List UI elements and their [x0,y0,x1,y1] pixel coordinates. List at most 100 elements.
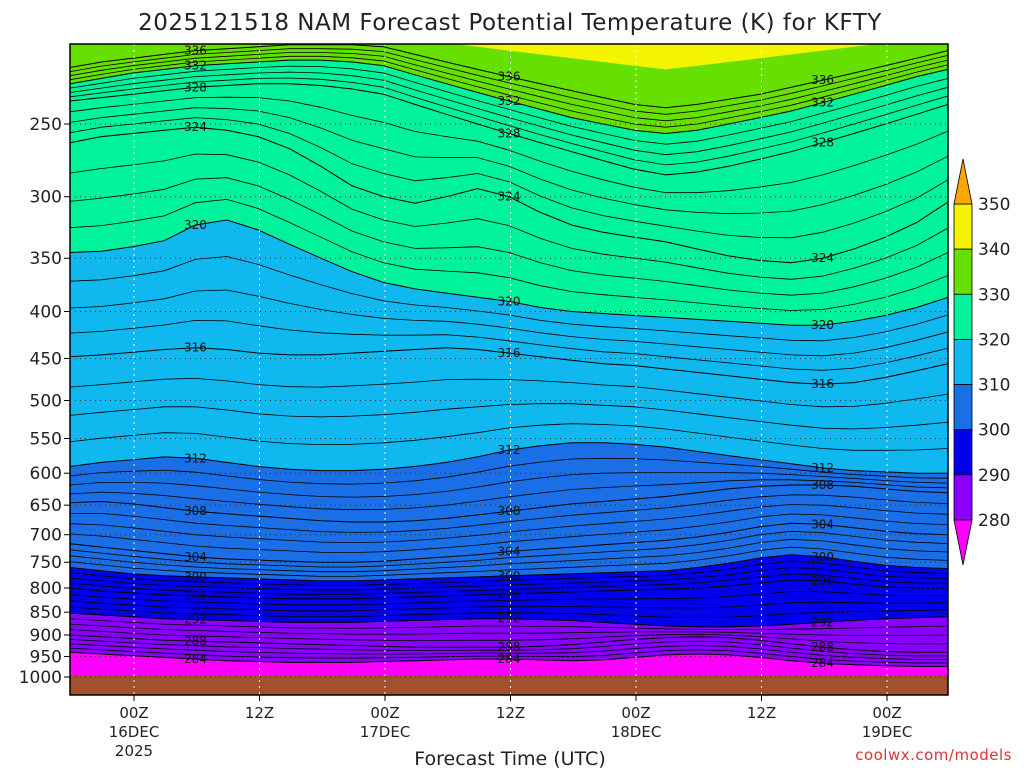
contour-298 [70,567,948,591]
contour-318 [70,289,948,357]
x-tick-hour-2: 00Z [370,704,399,722]
contour-label-328: 328 [811,136,834,150]
colorbar-label-320: 320 [978,330,1010,350]
contour-319 [70,256,948,342]
contour-303 [70,530,948,568]
contour-label-312: 312 [811,461,834,475]
x-tick-day-0: 16DEC [109,723,160,741]
x-tick-hour-5: 12Z [747,704,776,722]
contour-325 [70,117,948,239]
contour-300 [70,554,948,582]
contour-332 [70,59,948,135]
contour-320 [70,219,948,326]
contour-label-308: 308 [498,504,521,518]
contour-297 [70,573,948,595]
contour-315 [70,377,948,408]
contour-label-316: 316 [811,377,834,391]
x-tick-hour-6: 00Z [872,704,901,722]
colorbar-band-310 [953,339,973,385]
contour-321 [70,198,948,311]
colorbar-label-310: 310 [978,376,1010,396]
contour-285 [70,647,948,664]
y-tick-label-450: 450 [30,349,62,369]
x-tick-hour-0: 00Z [119,704,148,722]
colorbar-band-300 [953,384,973,431]
contour-316 [70,347,948,385]
contour-296 [70,579,948,600]
contour-label-304: 304 [184,550,207,564]
contour-label-320: 320 [184,218,207,232]
contour-331 [70,65,948,145]
contour-292 [70,612,948,628]
contour-label-292: 292 [811,615,834,629]
contour-311 [70,457,948,485]
contour-label-284: 284 [498,652,521,666]
x-tick-hour-4: 00Z [621,704,650,722]
contour-310 [70,472,948,498]
y-tick-label-550: 550 [30,430,62,450]
contour-313 [70,423,948,451]
y-tick-label-350: 350 [30,249,62,269]
contour-309 [70,479,948,511]
contour-label-296: 296 [811,574,834,588]
y-tick-label-850: 850 [30,603,62,623]
y-tick-label-600: 600 [30,464,62,484]
contour-312 [70,442,948,474]
contour-289 [70,629,948,645]
colorbar-band-340 [953,203,973,250]
colorbar-band-290 [953,429,973,476]
contour-label-308: 308 [184,504,207,518]
contour-333 [70,55,948,128]
contour-label-336: 336 [811,73,834,87]
y-tick-label-500: 500 [30,392,62,412]
pressure-axis: 250 300 350 400 450 500 550 600 650 700 750 800 850 9… [19,115,70,688]
y-tick-label-1000: 1000 [19,668,62,688]
colorbar-label-330: 330 [978,285,1010,305]
contour-label-332: 332 [498,94,521,108]
contour-308 [70,484,948,523]
contour-label-288: 288 [811,640,834,654]
contour-327 [70,96,948,194]
contour-328 [70,83,948,176]
y-tick-label-300: 300 [30,188,62,208]
contour-label-328: 328 [498,126,521,140]
contour-label-288: 288 [498,640,521,654]
contour-291 [70,618,948,630]
x-tick-day-4: 18DEC [611,723,662,741]
colorbar-label-350: 350 [978,195,1010,215]
chart-title: 2025121518 NAM Forecast Potential Temper… [138,10,882,36]
contour-label-332: 332 [811,96,834,110]
x-tick-year-0: 2025 [115,742,153,760]
contour-label-304: 304 [498,544,521,558]
contour-304 [70,522,948,563]
colorbar-lower-extension [953,519,973,566]
contour-295 [70,591,948,606]
contour-label-320: 320 [498,294,521,308]
contour-label-316: 316 [184,341,207,355]
contour-335 [70,48,948,115]
contour-label-320: 320 [811,318,834,332]
contour-label-292: 292 [184,613,207,627]
colorbar-band-280 [953,474,973,521]
colorbar-label-280: 280 [978,511,1010,531]
contour-287 [70,639,948,657]
contour-label-312: 312 [184,451,207,465]
theta-fill-above-344 [70,44,948,70]
y-tick-label-700: 700 [30,526,62,546]
contour-284 [70,651,948,667]
contour-305 [70,513,948,554]
contour-label-316: 316 [498,346,521,360]
contour-293 [70,606,948,618]
contour-317 [70,319,948,371]
x-axis-label: Forecast Time (UTC) [414,748,605,768]
contour-329 [70,77,948,166]
contour-label-304: 304 [811,517,834,531]
contour-299 [70,560,948,586]
contour-324 [70,126,948,264]
contour-label-324: 324 [184,120,207,134]
colorbar-label-290: 290 [978,466,1010,486]
contour-label-336: 336 [184,44,207,58]
contour-label-300: 300 [811,550,834,564]
